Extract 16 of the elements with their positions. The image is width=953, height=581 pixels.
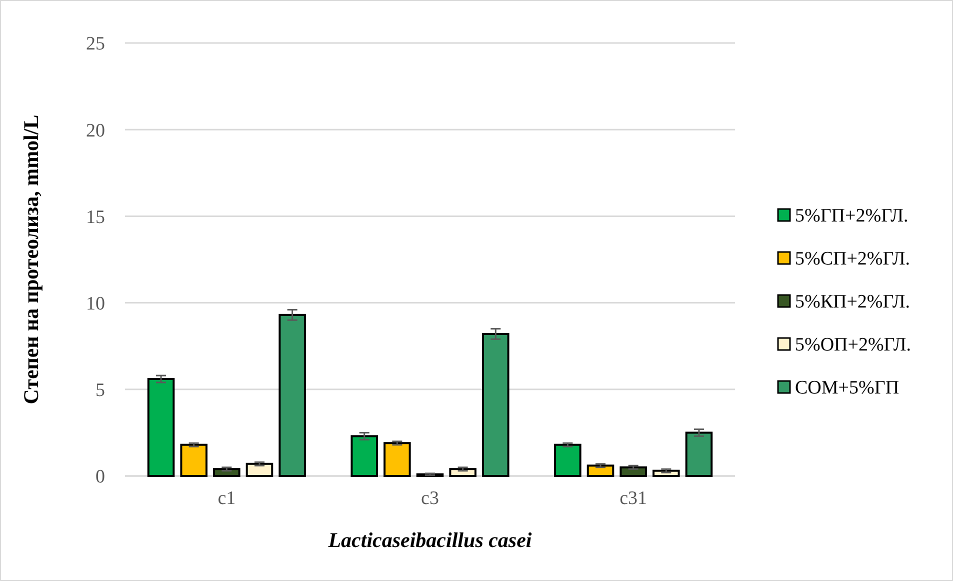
legend-label: СОМ+5%ГП [795, 378, 900, 399]
x-axis-title: Lacticaseibacillus casei [327, 528, 532, 552]
y-tick-label: 0 [96, 466, 105, 488]
y-tick-label: 20 [86, 120, 105, 142]
y-axis-title: Степен на протеолиза, mmol/L [19, 114, 43, 404]
x-tick-label: c3 [421, 488, 439, 509]
legend-label: 5%ГП+2%ГЛ. [795, 206, 908, 227]
legend-label: 5%СП+2%ГЛ. [795, 248, 910, 270]
y-tick-label: 15 [86, 206, 105, 228]
x-tick-label: c31 [620, 488, 648, 509]
legend-label: 5%ОП+2%ГЛ. [795, 334, 912, 356]
x-tick-label: c1 [218, 488, 236, 509]
y-tick-label: 10 [86, 293, 105, 314]
legend-label: 5%КП+2%ГЛ. [795, 292, 910, 313]
y-tick-label: 5 [96, 380, 105, 402]
y-tick-label: 25 [86, 34, 105, 55]
